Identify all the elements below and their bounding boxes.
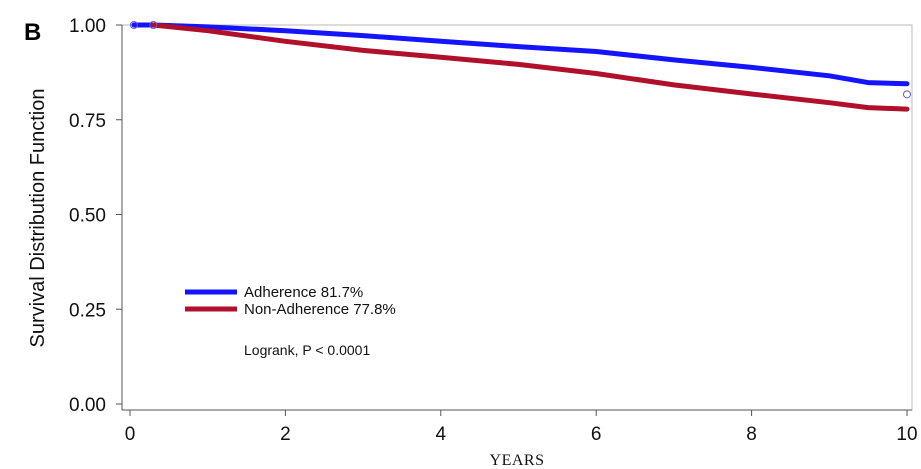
censor-marker-start-non-adherence xyxy=(149,21,158,29)
y-tick-label: 1.00 xyxy=(69,16,106,37)
legend: Adherence 81.7% Non-Adherence 77.8% xyxy=(185,284,396,318)
x-axis-label: YEARS xyxy=(490,452,545,469)
legend-label-non-adherence: Non-Adherence 77.8% xyxy=(244,301,396,318)
x-tick-label: 6 xyxy=(591,424,602,445)
x-tick-label: 10 xyxy=(896,424,917,445)
series-line-non-adherence xyxy=(150,22,910,112)
y-axis-label: Survival Distribution Function xyxy=(27,89,49,348)
x-axis-ticks: 0 2 4 6 8 10 xyxy=(125,410,918,445)
x-tick-label: 0 xyxy=(125,424,136,445)
panel-label: B xyxy=(24,19,41,46)
x-tick-label: 2 xyxy=(280,424,291,445)
plot-frame xyxy=(121,24,913,411)
series-layer xyxy=(129,21,911,112)
censor-marker-end-adherence xyxy=(903,90,911,99)
y-tick-label: 0.50 xyxy=(69,206,106,227)
x-tick-label: 8 xyxy=(746,424,757,445)
y-tick-label: 0.75 xyxy=(69,111,106,132)
x-tick-label: 4 xyxy=(436,424,447,445)
logrank-annotation: Logrank, P < 0.0001 xyxy=(244,342,370,358)
censor-marker-start-adherence xyxy=(129,21,138,29)
y-axis-ticks: 0.00 0.25 0.50 0.75 1.00 xyxy=(69,16,122,416)
legend-label-adherence: Adherence 81.7% xyxy=(244,284,363,301)
y-tick-label: 0.00 xyxy=(69,395,106,416)
y-tick-label: 0.25 xyxy=(69,300,106,321)
series-line-adherence xyxy=(131,22,910,87)
